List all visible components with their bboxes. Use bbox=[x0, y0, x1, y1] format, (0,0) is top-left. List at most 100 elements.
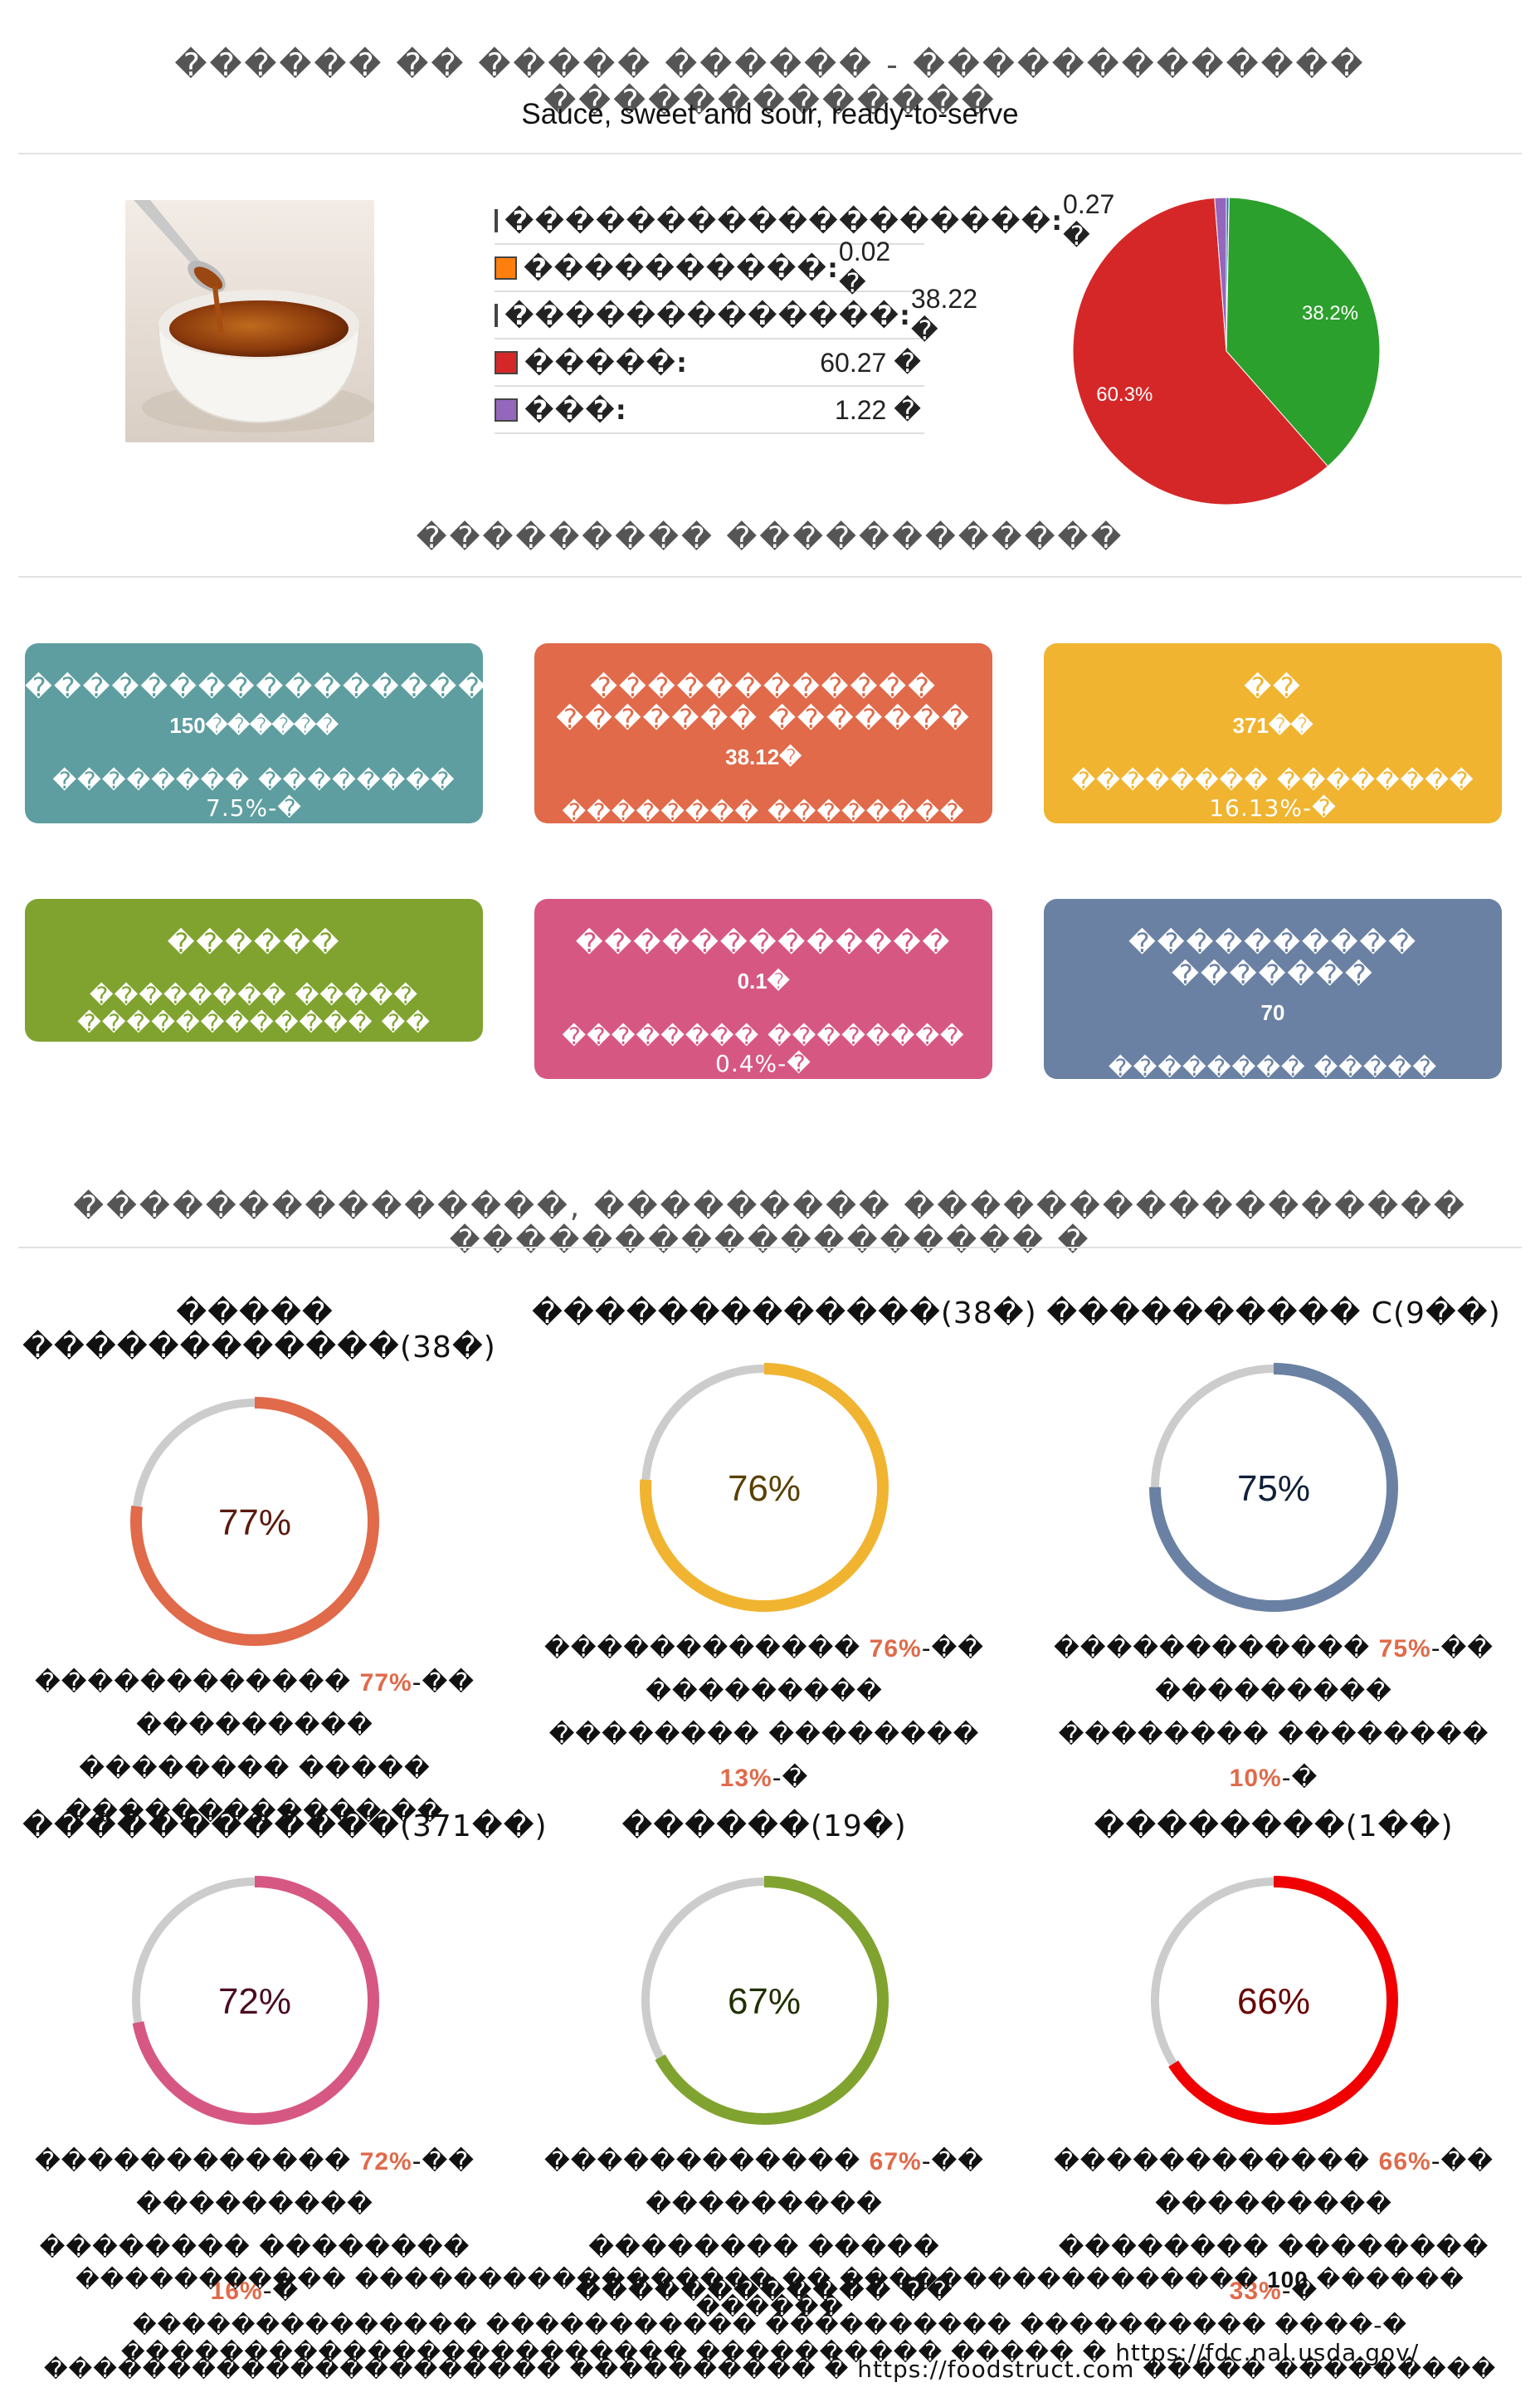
card-value: 38.12� bbox=[725, 745, 802, 769]
ring-note-text: -�� ��������� bbox=[1155, 2147, 1494, 2219]
ring-note-text: �������� �������� bbox=[1058, 1721, 1489, 1750]
card-value: 0.1� bbox=[737, 969, 790, 994]
card-saturated-fat: ������������� 0.1� �������� �������� 0.4… bbox=[534, 899, 992, 1079]
card-value: 371�� bbox=[1232, 713, 1313, 738]
ring-note-percent: 13% bbox=[719, 1765, 772, 1792]
ring-progress bbox=[130, 1397, 379, 1646]
legend-label: ������������������: bbox=[504, 204, 1064, 237]
ring-note-text: -�� ��������� bbox=[1155, 1634, 1494, 1706]
card-note: �������� �������� 6.57%-� bbox=[562, 798, 965, 853]
footer-serving-note: ����������� ����������������� �� �������… bbox=[0, 2266, 1540, 2321]
legend-row-ash: ���: 1.22 � bbox=[495, 387, 924, 434]
card-sugar: ������ �������� ����� ������������ �� bbox=[25, 899, 483, 1042]
ring-title: ��������(1��) bbox=[1094, 1809, 1454, 1843]
ring-note: ������������ 67%-�� ��������� �������� ��… bbox=[532, 2141, 997, 2313]
ring-chart: 67% bbox=[640, 1876, 889, 2125]
ring-progress bbox=[130, 1876, 379, 2125]
ring-note-text: -�� ��������� bbox=[136, 1668, 475, 1741]
ring-note-text: �������� �������� bbox=[39, 2234, 470, 2263]
nutrient-ring-block: ���������� C(9��) 75% ������������ 75%-�� … bbox=[1041, 1296, 1506, 1800]
divider bbox=[18, 1247, 1522, 1248]
ring-note-text: �������� ����� ������������ �� bbox=[575, 2234, 953, 2306]
ring-note-text: -�� ��������� bbox=[646, 2147, 985, 2219]
ring-percent-label: 75% bbox=[1237, 1468, 1310, 1509]
ring-note-percent: 33% bbox=[1229, 2278, 1282, 2305]
ring-note-text: ������������ bbox=[1053, 1634, 1379, 1663]
ring-note-percent: 66% bbox=[1378, 2148, 1431, 2175]
ring-note-text: -�� ��������� bbox=[646, 1634, 985, 1706]
ring-progress bbox=[1149, 1363, 1398, 1612]
ring-title: ����� ������������(38�) bbox=[22, 1296, 496, 1365]
ring-note-text: -� bbox=[1281, 2277, 1318, 2306]
legend-value: 0.27 � bbox=[1063, 189, 1115, 251]
ring-note-percent: 10% bbox=[1229, 1765, 1282, 1792]
card-note: �������� �������� 7.5%-� bbox=[52, 767, 456, 822]
legend-row-protein: ������������������: 0.27 � bbox=[495, 189, 1114, 251]
ring-note: ������������ 76%-�� ��������� �������� ��… bbox=[532, 1628, 997, 1800]
legend-swatch bbox=[495, 398, 518, 422]
ring-title: ������������(371��) bbox=[22, 1809, 548, 1843]
footer-site: ��������������������� ���������� � https… bbox=[43, 2356, 1497, 2383]
pie-slice bbox=[1072, 198, 1328, 505]
ring-percent-label: 66% bbox=[1237, 1981, 1310, 2022]
card-title: ���������� ������� bbox=[1128, 927, 1418, 990]
legend-label: ����������: bbox=[523, 251, 839, 284]
comparison-section-title: ���������������, ��������� �������������… bbox=[73, 1190, 1467, 1258]
card-note: �������� �������� 0.4%-� bbox=[562, 1023, 965, 1077]
macro-legend: ������������������: 0.27 � ����������: 0… bbox=[495, 189, 1114, 434]
footer-source: �������������� ����������� ���������� ��… bbox=[120, 2312, 1420, 2366]
nutrient-ring-block: ��������(1��) 66% ������������ 66%-�� ����… bbox=[1041, 1809, 1506, 2313]
ring-percent-label: 76% bbox=[728, 1468, 801, 1509]
ring-note-percent: 72% bbox=[359, 2148, 412, 2175]
ring-title: ������(19�) bbox=[621, 1809, 907, 1843]
legend-swatch bbox=[495, 350, 518, 374]
ring-note-percent: 67% bbox=[869, 2148, 922, 2175]
ring-title: �������������(38�) bbox=[532, 1296, 1037, 1330]
ring-chart: 66% bbox=[1149, 1876, 1398, 2125]
legend-row-carbs: �������������: 38.22 � bbox=[495, 284, 977, 345]
ring-note-text: �������� �������� bbox=[548, 1721, 980, 1750]
ring-percent-label: 77% bbox=[218, 1502, 291, 1543]
ring-note-text: �������� �������� bbox=[1058, 2234, 1489, 2263]
card-title: ���������������� bbox=[25, 671, 487, 703]
ring-note-text: ������������ bbox=[34, 1668, 360, 1697]
ring-note-text: -� bbox=[262, 2277, 300, 2306]
ring-note-text: ������������ bbox=[543, 1634, 870, 1663]
pie-slice-label: 60.3% bbox=[1096, 383, 1153, 406]
nutrition-section-title: ��������� ������������ bbox=[416, 521, 1124, 555]
ring-note: ������������ 75%-�� ��������� �������� ��… bbox=[1041, 1628, 1506, 1800]
ring-note: ������������ 66%-�� ��������� �������� ��… bbox=[1041, 2141, 1506, 2313]
ring-chart: 76% bbox=[640, 1363, 889, 1612]
footer-text: ������ ������ bbox=[695, 2266, 1464, 2321]
ring-percent-label: 72% bbox=[218, 1981, 291, 2022]
card-note: �������� ����� ������������ �� bbox=[77, 982, 431, 1037]
ring-chart: 75% bbox=[1149, 1363, 1398, 1612]
ring-note-text: -� bbox=[772, 1764, 809, 1793]
legend-value: 60.27 � bbox=[820, 347, 921, 378]
card-note: �������� �������� 16.13%-� bbox=[1071, 767, 1474, 822]
card-note: �������� ����� ������������ �� bbox=[1096, 1054, 1450, 1109]
ring-progress bbox=[1149, 1876, 1398, 2125]
ring-note: ������������ 77%-�� ��������� �������� ��… bbox=[22, 1662, 487, 1834]
legend-value: 0.02 � bbox=[838, 237, 891, 298]
legend-value: 38.22 � bbox=[910, 284, 977, 345]
legend-label: ���: bbox=[524, 393, 627, 426]
legend-value: 1.22 � bbox=[835, 394, 921, 425]
ring-note-percent: 76% bbox=[869, 1635, 922, 1662]
ring-note-percent: 75% bbox=[1378, 1635, 1431, 1662]
nutrient-ring-block: �������������(38�) 76% ������������ 76%-��… bbox=[532, 1296, 1037, 1800]
legend-swatch bbox=[495, 208, 498, 232]
pie-slice bbox=[1226, 198, 1381, 467]
footer-amount: 100 bbox=[1267, 2267, 1309, 2292]
ring-chart: 72% bbox=[130, 1876, 379, 2125]
card-value: 150������ bbox=[169, 713, 339, 738]
ring-chart: 77% bbox=[130, 1397, 379, 1646]
page-subtitle: Sauce, sweet and sour, ready-to-serve bbox=[521, 98, 1019, 130]
legend-swatch bbox=[495, 256, 517, 280]
legend-swatch bbox=[495, 303, 498, 327]
card-glycemic-index: ���������� ������� 70 �������� ����� ���… bbox=[1044, 899, 1502, 1109]
nutrient-ring-block: ������(19�) 67% ������������ 67%-�� ������… bbox=[532, 1809, 997, 2313]
footer-text: ����������� ����������������� �� �������… bbox=[76, 2266, 1268, 2293]
divider bbox=[18, 576, 1522, 578]
legend-row-water: �����: 60.27 � bbox=[495, 339, 924, 387]
